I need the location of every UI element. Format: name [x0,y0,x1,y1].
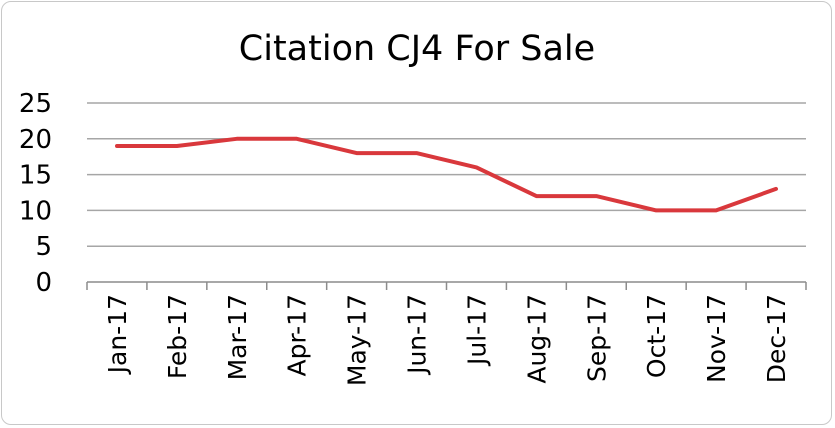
gridlines [87,102,806,247]
x-tick-label: Nov-17 [702,294,731,383]
y-tick-label: 5 [35,232,52,262]
x-tick-label: Jun-17 [403,294,432,376]
x-tick-label: May-17 [343,294,372,386]
x-axis [86,281,807,290]
y-tick-label: 25 [19,89,52,119]
x-tick-label: Dec-17 [762,294,791,383]
x-tick-label: Feb-17 [163,294,192,379]
x-tick-label: Jan-17 [103,294,132,375]
x-tick-label: Jul-17 [462,294,491,367]
y-tick-label: 10 [19,196,52,226]
y-tick-label: 20 [19,125,52,155]
x-tick-label: Sep-17 [582,294,611,382]
x-axis-tick-labels: Jan-17 Feb-17 Mar-17 Apr-17 May-17 Jun-17 Jul-… [103,294,791,386]
y-tick-label: 15 [19,161,52,191]
x-tick-label: Aug-17 [522,294,551,384]
x-tick-label: Mar-17 [223,294,252,380]
y-tick-label: 0 [35,268,52,298]
x-tick-label: Oct-17 [642,294,671,378]
y-axis-tick-labels: 0 5 10 15 20 25 [19,89,52,298]
x-tick-label: Apr-17 [283,294,312,376]
series-group [115,136,778,213]
chart-title: Citation CJ4 For Sale [239,29,595,69]
series-line [115,136,778,213]
